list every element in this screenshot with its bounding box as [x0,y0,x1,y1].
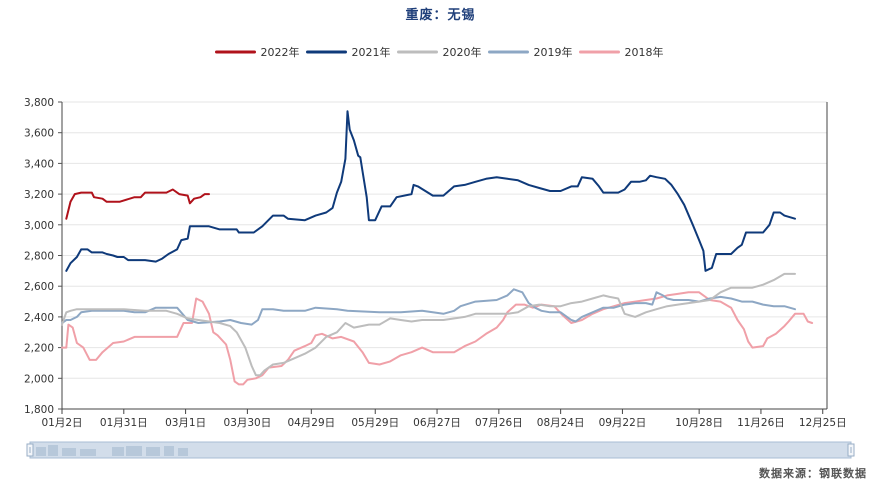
x-tick-label: 04月29日 [287,417,335,429]
y-axis-ticks: 1,800 2,000 2,200 2,400 2,600 2,800 3,000 3,200… [24,97,62,416]
legend-item[interactable]: 2021年 [306,45,391,59]
mini-bar [48,445,58,456]
legend-item[interactable]: 2022年 [215,45,300,59]
x-tick-label: 12月25日 [799,417,847,429]
x-tick-label: 07月26日 [475,417,523,429]
x-tick-label: 06月27日 [413,417,461,429]
data-source-note: 数据来源：钢联数据 [759,467,867,480]
x-tick-label: 09月22日 [599,417,647,429]
mini-bar [126,446,142,456]
y-tick-label: 3,200 [24,189,54,201]
series-line [61,291,814,386]
x-tick-label: 01月31日 [100,417,148,429]
mini-bar [146,447,160,456]
x-axis-ticks: 01月2日 01月31日 03月1日 03月30日 04月29日 05月29日 06月27日… [41,409,847,429]
mini-bar [80,449,96,456]
legend-item[interactable]: 2020年 [397,45,482,59]
legend-label: 2022年 [261,45,300,59]
legend-label: 2021年 [352,45,391,59]
series-lines [61,110,814,386]
x-tick-label: 11月26日 [737,417,785,429]
y-tick-label: 2,400 [24,312,54,324]
y-tick-label: 2,800 [24,251,54,263]
range-navigator[interactable] [26,441,855,459]
y-tick-label: 3,600 [24,128,54,140]
series-line [61,272,796,377]
x-tick-label: 01月2日 [41,417,82,429]
mini-bar [112,447,124,456]
legend-item[interactable]: 2018年 [579,45,664,59]
y-tick-label: 2,600 [24,281,54,293]
legend-label: 2020年 [443,45,482,59]
series-line [65,110,796,272]
y-tick-label: 3,000 [24,220,54,232]
navigator-right-handle[interactable] [847,443,855,457]
navigator-left-handle[interactable] [26,443,34,457]
mini-bar [36,447,46,456]
y-tick-label: 3,400 [24,158,54,170]
y-tick-label: 2,000 [24,373,54,385]
x-tick-label: 03月30日 [224,417,272,429]
mini-bar [62,448,76,456]
navigator-mini-series [36,445,188,456]
mini-bar [178,448,188,456]
series-line [61,288,796,326]
mini-bar [164,446,174,456]
chart-title: 重废：无锡 [405,8,476,23]
series-line [65,188,210,220]
x-tick-label: 10月28日 [675,417,723,429]
x-tick-label: 08月24日 [537,417,585,429]
legend-item[interactable]: 2019年 [488,45,573,59]
legend-label: 2018年 [625,45,664,59]
y-tick-label: 2,200 [24,343,54,355]
x-tick-label: 05月29日 [351,417,399,429]
y-tick-label: 3,800 [24,97,54,109]
x-tick-label: 03月1日 [165,417,206,429]
legend-label: 2019年 [534,45,573,59]
chart-legend[interactable]: 2022年 2021年 2020年 2019年 2018年 [215,45,664,59]
y-tick-label: 1,800 [24,404,54,416]
